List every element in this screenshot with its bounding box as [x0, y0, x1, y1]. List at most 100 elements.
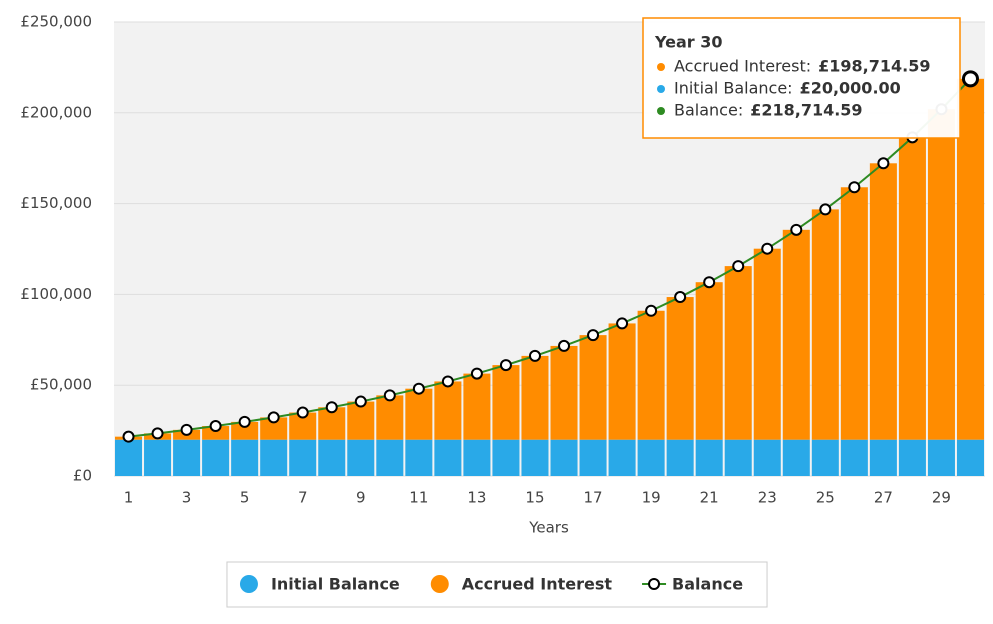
bar-segment [840, 187, 868, 440]
x-tick-label: 1 [124, 489, 134, 507]
bar-segment [724, 266, 752, 440]
bar-segment [347, 401, 375, 440]
bar-segment [666, 439, 694, 476]
bar-segment [173, 439, 201, 476]
x-tick-label: 9 [356, 489, 366, 507]
y-tick-label: £250,000 [20, 13, 92, 31]
legend-label: Initial Balance [271, 575, 400, 594]
line-marker [470, 367, 483, 380]
tooltip-box [642, 17, 961, 139]
bar-segment [898, 439, 926, 476]
bar-segment [376, 439, 404, 476]
tooltip-value: £198,714.59 [818, 57, 930, 76]
bar-segment [434, 439, 462, 476]
y-tick-label: £200,000 [20, 103, 92, 121]
bar-segment [202, 426, 230, 440]
line-marker [325, 401, 338, 414]
bar-segment [927, 109, 955, 440]
y-tick-label: £150,000 [20, 194, 92, 212]
bar-segment [753, 248, 781, 440]
x-tick-label: 7 [298, 489, 308, 507]
bar-segment [637, 439, 665, 476]
line-marker [587, 329, 600, 342]
legend-box [226, 561, 768, 608]
tooltip-dot [657, 63, 665, 71]
line-marker [238, 415, 251, 428]
line-marker [122, 430, 135, 443]
x-tick-label: 19 [642, 489, 661, 507]
bar-segment [347, 439, 375, 476]
line-marker [296, 406, 309, 419]
x-tick-label: 3 [182, 489, 192, 507]
bar-segment [927, 439, 955, 476]
x-tick-label: 25 [816, 489, 835, 507]
line-marker [877, 157, 890, 170]
bar-segment [521, 355, 549, 440]
bar-segment [434, 381, 462, 440]
line-marker [674, 291, 687, 304]
bar-segment [405, 439, 433, 476]
line-marker [819, 203, 832, 216]
x-tick-label: 5 [240, 489, 250, 507]
line-marker [267, 411, 280, 424]
bar-segment [869, 163, 897, 440]
line-marker [558, 339, 571, 352]
legend-marker [239, 575, 258, 593]
bar-segment [782, 439, 810, 476]
bar-segment [840, 439, 868, 476]
tooltip-dot [657, 85, 665, 93]
tooltip-value: £218,714.59 [750, 101, 862, 120]
bar-segment [231, 439, 259, 476]
legend-label: Balance [672, 575, 743, 594]
x-tick-label: 13 [467, 489, 486, 507]
x-axis-label: Years [528, 519, 569, 537]
line-marker [645, 304, 658, 317]
line-marker [383, 389, 396, 402]
bar-segment [608, 439, 636, 476]
bar-segment [724, 439, 752, 476]
line-marker [732, 260, 745, 273]
legend-marker [648, 578, 661, 590]
bar-segment [463, 373, 491, 440]
line-marker [209, 420, 222, 433]
line-marker [412, 382, 425, 395]
bar-segment [115, 439, 143, 476]
x-tick-label: 21 [700, 489, 719, 507]
tooltip-title: Year 30 [654, 33, 723, 52]
bar-segment [260, 439, 288, 476]
line-marker [441, 375, 454, 388]
legend-label: Accrued Interest [462, 575, 613, 594]
bar-segment [463, 439, 491, 476]
bar-segment [956, 439, 984, 476]
tooltip-dot [657, 107, 665, 115]
line-marker [616, 317, 629, 330]
y-tick-label: £100,000 [20, 285, 92, 303]
bar-segment [666, 297, 694, 440]
line-marker [151, 427, 164, 440]
line-marker [528, 349, 541, 362]
line-marker [848, 181, 861, 194]
bar-segment [869, 439, 897, 476]
bar-segment [579, 335, 607, 440]
bar-segment [956, 78, 984, 440]
bar-segment [492, 439, 520, 476]
x-tick-label: 29 [932, 489, 951, 507]
line-marker [790, 223, 803, 236]
x-tick-label: 27 [874, 489, 893, 507]
x-tick-label: 15 [525, 489, 544, 507]
line-marker [354, 395, 367, 408]
bar-segment [695, 439, 723, 476]
tooltip-label: Accrued Interest: [674, 57, 811, 76]
bar-segment [753, 439, 781, 476]
bar-segment [318, 439, 346, 476]
y-tick-label: £50,000 [30, 376, 92, 394]
bar-segment [550, 439, 578, 476]
x-tick-label: 11 [409, 489, 428, 507]
bar-segment [202, 439, 230, 476]
bar-segment [695, 282, 723, 440]
line-marker [180, 423, 193, 436]
bar-segment [811, 439, 839, 476]
tooltip-label: Initial Balance: [674, 79, 793, 98]
bar-segment [637, 310, 665, 440]
